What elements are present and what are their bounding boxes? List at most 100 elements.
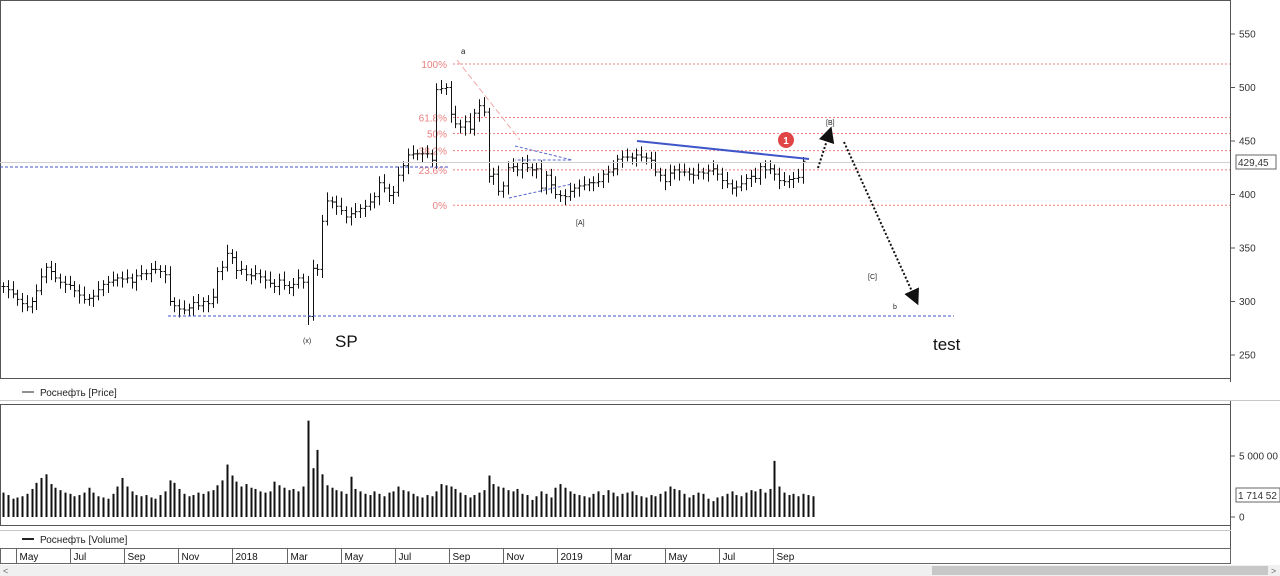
price-bar [315,264,320,276]
price-bar [334,195,339,215]
price-bar [744,174,749,191]
price-bar [206,295,211,313]
price-bar [777,167,782,190]
price-bar [53,262,58,283]
horizontal-scrollbar[interactable] [0,565,1280,576]
price-bar [211,288,216,308]
scroll-right-icon[interactable]: > [1271,566,1276,576]
wave-label-b: b [893,304,897,311]
volume-legend-label: Роснефть [Volume] [40,534,128,546]
price-legend-label: Роснефть [Price] [40,387,117,399]
price-bar [87,294,92,306]
price-bar [677,163,682,181]
price-bar [658,167,663,182]
price-bar [339,197,344,215]
price-axis-tick-label: 400 [1239,190,1256,201]
price-bar [253,265,258,281]
price-bar [515,162,520,177]
price-bar [434,83,439,169]
price-bar [477,99,482,122]
fib-retrace-diagonal [456,59,521,141]
price-bar [411,145,416,160]
price-bar [601,169,606,189]
price-bar [263,270,268,289]
price-bar [234,251,239,280]
annotation-test: test [933,335,961,354]
price-axis-tick-label: 450 [1239,137,1256,148]
price-bar [739,175,744,192]
price-bar [549,168,554,194]
annotation-sp: SP [335,332,358,351]
price-bar [115,273,120,287]
price-bar [101,280,106,297]
price-bar [111,271,116,287]
price-bar [20,292,25,313]
price-bar [153,260,158,274]
price-bar [230,249,235,265]
price-bar [296,269,301,289]
price-bar [672,165,677,180]
price-bar [663,168,668,191]
price-bar [520,157,525,179]
wave-label-A: [A] [576,220,585,227]
price-bar [472,108,477,136]
price-bar [801,157,806,184]
price-axis-tick-label: 250 [1239,351,1256,362]
price-bar [30,297,35,314]
current-price-tag [1235,154,1277,170]
scrollbar-thumb[interactable] [932,566,1268,575]
price-bar [591,176,596,192]
price-bar [106,275,111,293]
price-bar [701,167,706,180]
price-bar [244,265,249,282]
price-bar [363,199,368,217]
price-bar [187,303,192,317]
price-bar [301,273,306,289]
price-bar [320,214,325,278]
price-bar [582,176,587,191]
price-bar [449,81,454,123]
price-bar [606,165,611,183]
price-bar [691,167,696,184]
price-bar [615,154,620,176]
price-bar [725,172,730,189]
price-bar [25,295,30,312]
price-bar [706,164,711,182]
price-bar [734,180,739,197]
price-bar [687,167,692,181]
price-bar [463,115,468,136]
scroll-left-icon[interactable]: < [3,566,8,576]
price-bar [268,271,273,288]
price-legend-bar [0,382,1231,400]
price-bar [639,146,644,162]
price-bar [568,182,573,201]
price-bar [291,277,296,297]
price-bar [49,260,54,281]
price-bar [125,269,130,284]
price-bar [372,192,377,209]
time-axis-labels: May Jul Sep Nov 2018 Mar May Jul Sep Nov 2019 Mar Ma… [16,549,795,563]
triangle-pattern-lower [508,183,573,199]
time-axis-label: 2019 [561,552,584,563]
volume-axis-tick-label: 5 000 00 [1239,452,1278,463]
price-bar [439,80,444,94]
price-bar [330,196,335,209]
price-panel [0,0,1231,379]
price-bar [77,284,82,304]
fib-level-label: 50% [427,130,447,141]
price-bar [387,183,392,202]
current-volume-value: 1 714 52 [1238,491,1277,502]
price-bar [191,296,196,317]
price-bar [620,150,625,168]
price-bar [625,148,630,162]
price-bar [430,149,435,167]
price-bar [96,281,101,301]
price-bar [763,160,768,179]
price-bar [34,284,39,311]
price-bar [225,244,230,272]
price-bar [563,189,568,206]
price-bar [120,271,125,288]
volume-bars [2,420,815,517]
price-bar [496,165,501,196]
price-bar [682,163,687,177]
